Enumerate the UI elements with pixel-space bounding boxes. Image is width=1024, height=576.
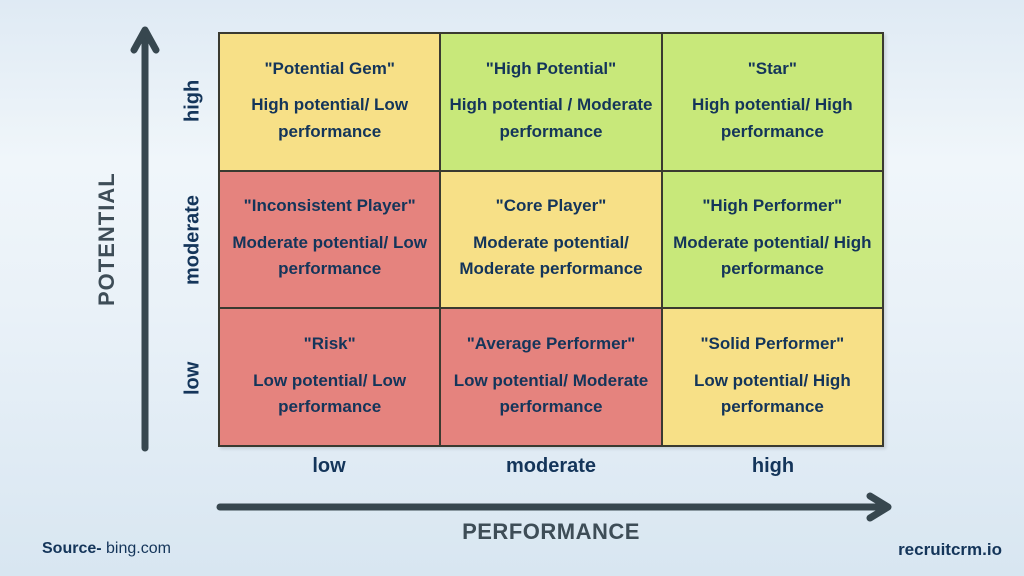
cell-description: Low potential/ Moderate performance	[453, 370, 649, 416]
y-tick-high: high	[181, 79, 204, 123]
x-tick-low: low	[312, 455, 346, 477]
x-tick-moderate: moderate	[505, 455, 597, 477]
cell-description: Moderate potential/ Low performance	[232, 232, 427, 279]
cell-high-potential: "High Potential" High potential / Modera…	[440, 33, 662, 171]
cell-star: "Star" High potential/ High performance	[661, 33, 883, 171]
matrix-grid: "Potential Gem" High potential/ Low perf…	[218, 32, 884, 447]
x-tick-labels: low moderate high	[218, 455, 884, 478]
x-tick-high: high	[751, 455, 795, 477]
cell-description: Low potential/ High performance	[693, 370, 851, 416]
source-value: bing.com	[101, 540, 171, 557]
cell-description: High potential/ High performance	[692, 95, 853, 141]
cell-title: "Core Player"	[495, 196, 607, 216]
cell-title: "Star"	[747, 58, 797, 78]
source-credit: Source- bing.com	[42, 540, 171, 558]
cell-title: "High Performer"	[702, 196, 843, 216]
cell-description: High potential / Moderate performance	[449, 95, 653, 141]
cell-description: Moderate potential/ Moderate performance	[459, 232, 643, 279]
y-tick-moderate: moderate	[181, 194, 204, 285]
cell-high-performer: "High Performer" Moderate potential/ Hig…	[661, 170, 883, 309]
x-axis-arrow-icon	[216, 492, 892, 522]
x-axis-title: PERFORMANCE	[462, 519, 640, 544]
cell-solid-performer: "Solid Performer" Low potential/ High pe…	[661, 308, 883, 446]
cell-title: "Inconsistent Player"	[243, 196, 416, 216]
cell-potential-gem: "Potential Gem" High potential/ Low perf…	[219, 33, 441, 171]
cell-title: "Average Performer"	[466, 334, 636, 354]
cell-description: Low potential/ Low performance	[253, 370, 407, 416]
y-axis-title: POTENTIAL	[94, 172, 119, 307]
cell-description: Moderate potential/ High performance	[673, 232, 872, 279]
y-tick-low: low	[181, 361, 204, 395]
cell-average-performer: "Average Performer" Low potential/ Moder…	[440, 308, 662, 446]
brand-watermark: recruitcrm.io	[898, 540, 1002, 559]
cell-title: "High Potential"	[485, 58, 617, 78]
cell-core-player: "Core Player" Moderate potential/ Modera…	[440, 170, 662, 309]
cell-title: "Potential Gem"	[264, 58, 395, 78]
source-label: Source-	[42, 540, 102, 557]
y-axis-arrow-icon	[130, 26, 160, 452]
cell-description: High potential/ Low performance	[251, 95, 409, 141]
cell-title: "Solid Performer"	[700, 334, 845, 354]
cell-title: "Risk"	[303, 334, 356, 354]
cell-inconsistent-player: "Inconsistent Player" Moderate potential…	[219, 170, 441, 309]
cell-risk: "Risk" Low potential/ Low performance	[219, 308, 441, 446]
